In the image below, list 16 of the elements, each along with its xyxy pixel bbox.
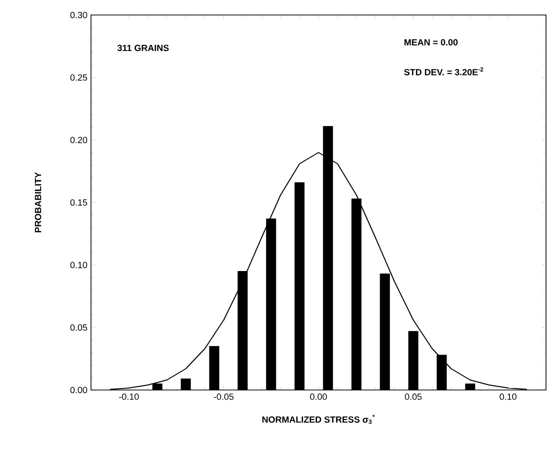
x-tick-label: 0.10 [500,394,516,400]
y-tick-label: 0.00 [70,386,88,394]
y-tick-label: 0.05 [70,324,88,331]
y-tick-label: 0.10 [70,262,88,268]
x-tick-label: -0.10 [119,394,139,400]
x-tick-label: 0.00 [310,394,327,400]
y-tick-label: 0.15 [70,199,88,206]
y-axis-title: PROBABILITY [34,172,42,232]
y-tick-label: 0.30 [70,12,88,18]
x-tick-label: -0.05 [214,394,234,400]
y-tick-label: 0.25 [70,74,88,81]
annotation: STD DEV. = 3.20E$^{-2}$ [404,67,484,76]
annotation: 311 GRAINS [117,44,169,52]
x-tick-label: 0.05 [404,394,422,400]
y-tick-label: 0.20 [70,136,88,144]
annotation: MEAN = 0.00 [404,39,458,46]
